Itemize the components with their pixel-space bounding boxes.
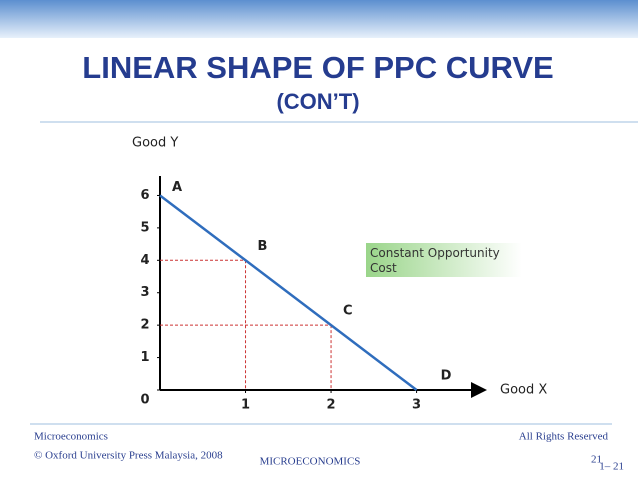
header-band <box>0 0 638 38</box>
footer-text: Microeconomics <box>34 431 108 443</box>
footer-text: MICROECONOMICS <box>260 456 361 468</box>
footer-text: All Rights Reserved <box>519 431 609 443</box>
annotation-line: Cost <box>370 261 397 275</box>
x-tick-label: 3 <box>412 398 421 413</box>
annotation-line: Constant Opportunity <box>370 246 500 260</box>
footer-text: 21 <box>591 454 602 466</box>
y-tick-label: 2 <box>140 318 149 333</box>
x-tick-label: 2 <box>327 398 336 413</box>
y-tick-label: 0 <box>140 393 149 408</box>
y-tick-label: 5 <box>140 220 149 235</box>
subtitle: (CON’T) <box>276 89 359 114</box>
y-tick-label: 3 <box>140 285 149 300</box>
annotation: Constant Opportunity <box>370 246 500 260</box>
y-tick-label: 6 <box>140 188 149 203</box>
ppc-line <box>159 194 418 391</box>
point-label: B <box>258 239 268 254</box>
point-label: A <box>172 180 182 195</box>
footer-text: © Oxford University Press Malaysia, 2008 <box>34 450 223 462</box>
point-label: D <box>441 369 452 384</box>
y-tick-label: 1 <box>140 350 149 365</box>
y-tick-label: 4 <box>140 253 149 268</box>
point-label: C <box>343 304 353 319</box>
x-axis-label: Good X <box>500 383 547 398</box>
annotation: Cost <box>370 261 397 275</box>
footer-text: 1– 21 <box>599 461 624 473</box>
x-tick-label: 1 <box>241 398 250 413</box>
y-axis-label: Good Y <box>132 136 178 151</box>
title: LINEAR SHAPE OF PPC CURVE <box>82 50 553 85</box>
annotation-box <box>366 243 522 277</box>
